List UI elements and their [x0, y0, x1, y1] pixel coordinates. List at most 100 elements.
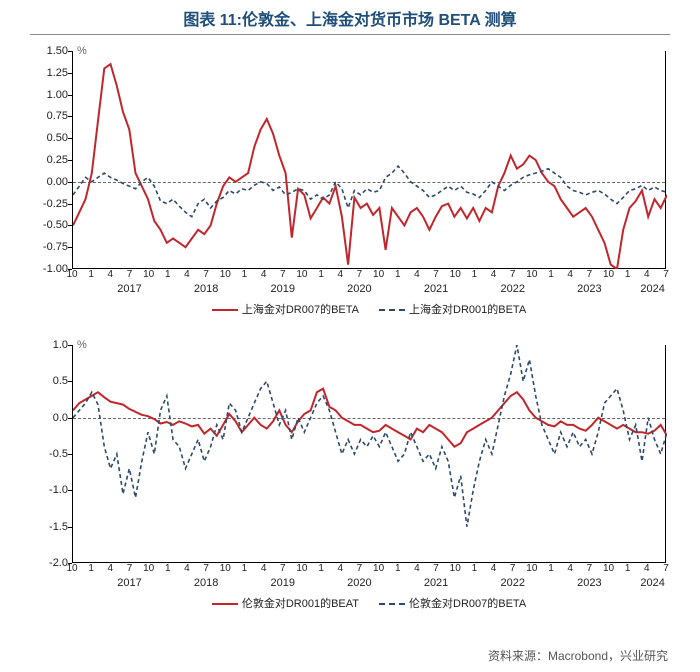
legend-label: 上海金对DR007的BETA [242, 304, 359, 316]
x-tick-month: 4 [337, 269, 343, 280]
x-tick-month: 1 [548, 563, 554, 574]
y-tick-label: -0.25 [26, 198, 68, 210]
x-tick-month: 10 [603, 563, 614, 574]
legend-item: 上海金对DR007的BETA [212, 301, 359, 317]
figure-title: 图表 11:伦敦金、上海金对货币市场 BETA 测算 [0, 0, 700, 32]
y-tick-label: 0.0 [26, 412, 68, 424]
x-tick-month: 4 [644, 563, 650, 574]
plot-area-bottom: % [72, 345, 666, 563]
x-tick-month: 10 [526, 269, 537, 280]
x-tick-month: 4 [261, 563, 267, 574]
y-tick-label: -2.0 [26, 557, 68, 569]
x-tick-year: 2017 [117, 283, 141, 295]
y-tick-label: 1.25 [26, 67, 68, 79]
x-tick-month: 10 [526, 563, 537, 574]
x-tick-year: 2019 [271, 577, 295, 589]
y-tick-label: 0.25 [26, 154, 68, 166]
x-tick-year: 2021 [424, 577, 448, 589]
legend-bottom: 伦敦金对DR001的BEAT 伦敦金对DR007的BETA [72, 595, 666, 611]
x-tick-month: 4 [491, 563, 497, 574]
x-tick-month: 1 [242, 563, 248, 574]
x-tick-month: 10 [143, 563, 154, 574]
x-tick-month: 4 [567, 563, 573, 574]
x-tick-month: 4 [184, 269, 190, 280]
x-tick-month: 1 [395, 563, 401, 574]
x-tick-year: 2024 [640, 283, 664, 295]
series-solid [73, 389, 667, 447]
legend-top: 上海金对DR007的BETA上海金对DR001的BETA [72, 301, 666, 317]
x-tick-month: 7 [433, 269, 439, 280]
x-tick-month: 7 [203, 563, 209, 574]
y-tick-label: -1.0 [26, 484, 68, 496]
plot-area-top: % [72, 51, 666, 269]
x-tick-month: 1 [318, 269, 324, 280]
x-tick-month: 4 [337, 563, 343, 574]
chart-shanghai-beta: % 1.501.251.000.750.500.250.00-0.25-0.50… [72, 51, 666, 269]
x-tick-month: 7 [203, 269, 209, 280]
x-tick-month: 4 [261, 269, 267, 280]
x-tick-month: 1 [165, 269, 171, 280]
x-tick-month: 1 [625, 269, 631, 280]
title-underline [30, 34, 670, 35]
y-tick-label: 0.00 [26, 176, 68, 188]
y-tick-label: 0.75 [26, 110, 68, 122]
x-tick-month: 10 [296, 269, 307, 280]
x-tick-year: 2019 [271, 283, 295, 295]
x-tick-month: 10 [220, 563, 231, 574]
x-tick-month: 1 [88, 563, 94, 574]
x-tick-year: 2020 [347, 577, 371, 589]
x-tick-month: 10 [143, 269, 154, 280]
series-bottom [73, 345, 667, 563]
source-line: 资料来源：Macrobond，兴业研究 [488, 647, 668, 664]
x-tick-month: 4 [108, 269, 114, 280]
legend-swatch-dash [379, 603, 405, 605]
x-tick-year: 2023 [577, 283, 601, 295]
x-tick-month: 10 [66, 563, 77, 574]
x-tick-month: 1 [548, 269, 554, 280]
x-tick-month: 4 [184, 563, 190, 574]
chart-london-beta: % 1.00.50.0-0.5-1.0-1.5-2.0 101471014710… [72, 345, 666, 563]
x-tick-month: 10 [220, 269, 231, 280]
y-tick-label: -0.75 [26, 241, 68, 253]
x-tick-year: 2021 [424, 283, 448, 295]
x-tick-year: 2020 [347, 283, 371, 295]
x-tick-month: 7 [510, 269, 516, 280]
x-tick-month: 4 [108, 563, 114, 574]
x-tick-month: 7 [587, 269, 593, 280]
x-tick-month: 4 [414, 563, 420, 574]
x-tick-month: 4 [644, 269, 650, 280]
x-tick-year: 2023 [577, 577, 601, 589]
x-tick-month: 10 [450, 563, 461, 574]
x-tick-month: 4 [491, 269, 497, 280]
x-tick-month: 10 [603, 269, 614, 280]
legend-swatch-dash [379, 309, 405, 311]
x-years-top: 20172018201920202021202220232024 [72, 283, 666, 297]
x-tick-year: 2017 [117, 577, 141, 589]
y-ticks-bottom: 1.00.50.0-0.5-1.0-1.5-2.0 [26, 345, 68, 563]
x-tick-month: 1 [472, 563, 478, 574]
x-tick-month: 1 [395, 269, 401, 280]
x-tick-year: 2022 [500, 283, 524, 295]
y-tick-label: 0.5 [26, 375, 68, 387]
x-tick-month: 1 [165, 563, 171, 574]
legend-swatch-solid [212, 603, 238, 605]
figure-container: 图表 11:伦敦金、上海金对货币市场 BETA 测算 % 1.501.251.0… [0, 0, 700, 672]
y-tick-label: 1.50 [26, 45, 68, 57]
x-tick-month: 7 [663, 563, 669, 574]
series-dash [73, 345, 667, 527]
legend-item: 伦敦金对DR007的BETA [379, 595, 526, 611]
x-years-bottom: 20172018201920202021202220232024 [72, 577, 666, 591]
x-tick-month: 10 [66, 269, 77, 280]
x-tick-year: 2022 [500, 577, 524, 589]
y-tick-label: 0.50 [26, 132, 68, 144]
x-tick-month: 7 [280, 269, 286, 280]
x-tick-month: 10 [296, 563, 307, 574]
x-tick-month: 7 [587, 563, 593, 574]
legend-item: 伦敦金对DR001的BEAT [212, 595, 359, 611]
x-tick-month: 7 [280, 563, 286, 574]
y-tick-label: -0.5 [26, 448, 68, 460]
x-tick-month: 1 [625, 563, 631, 574]
series-top [73, 51, 667, 269]
x-tick-month: 7 [510, 563, 516, 574]
y-tick-label: -1.5 [26, 521, 68, 533]
